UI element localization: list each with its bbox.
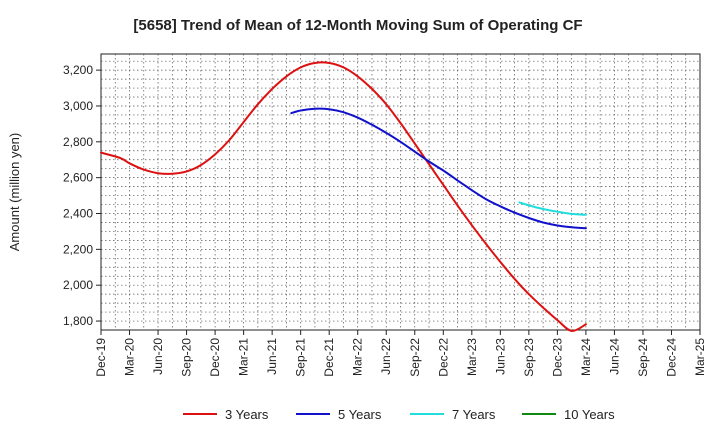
legend-label-10-years: 10 Years	[564, 407, 615, 422]
x-tick-label: Jun-21	[265, 338, 279, 375]
legend-label-3-years: 3 Years	[225, 407, 269, 422]
y-tick-label: 3,000	[63, 99, 93, 113]
series-line-3-years	[100, 61, 587, 332]
y-tick-label: 2,600	[63, 171, 93, 185]
x-tick-label: Mar-25	[693, 338, 707, 376]
legend-label-7-years: 7 Years	[452, 407, 496, 422]
series-line-5-years	[290, 107, 587, 230]
x-tick-label: Dec-21	[322, 338, 336, 377]
x-tick-label: Jun-20	[151, 338, 165, 375]
x-tick-label: Sep-23	[522, 338, 536, 377]
legend: 3 Years 5 Years 7 Years 10 Years	[183, 407, 615, 422]
x-axis-ticks: Dec-19 Mar-20 Jun-20 Sep-20 Dec-20 Mar-21 Jun-…	[94, 330, 707, 377]
x-tick-label: Dec-19	[94, 338, 108, 377]
chart-title: [5658] Trend of Mean of 12-Month Moving …	[133, 17, 582, 34]
y-tick-label: 1,800	[63, 314, 93, 328]
grid	[101, 54, 700, 330]
x-tick-label: Sep-21	[294, 338, 308, 377]
x-tick-label: Sep-24	[636, 338, 650, 377]
y-axis-label: Amount (million yen)	[7, 133, 22, 252]
x-tick-label: Dec-22	[436, 338, 450, 377]
x-tick-label: Dec-24	[664, 338, 678, 377]
x-tick-label: Mar-21	[237, 338, 251, 376]
x-tick-label: Mar-23	[465, 338, 479, 376]
y-tick-label: 2,000	[63, 278, 93, 292]
x-tick-label: Dec-20	[208, 338, 222, 377]
y-tick-label: 3,200	[63, 63, 93, 77]
y-axis-ticks: 1,800 2,000 2,200 2,400 2,600 2,800 3,000 3,200	[63, 63, 101, 328]
x-tick-label: Mar-20	[123, 338, 137, 376]
legend-label-5-years: 5 Years	[338, 407, 382, 422]
y-tick-label: 2,400	[63, 207, 93, 221]
y-tick-label: 2,800	[63, 135, 93, 149]
series-line-7-years	[518, 201, 587, 216]
y-tick-label: 2,200	[63, 242, 93, 256]
x-tick-label: Jun-22	[379, 338, 393, 375]
x-tick-label: Mar-24	[579, 338, 593, 376]
plot-frame	[100, 53, 701, 331]
x-tick-label: Sep-22	[408, 338, 422, 377]
x-tick-label: Dec-23	[550, 338, 564, 377]
x-tick-label: Mar-22	[351, 338, 365, 376]
x-tick-label: Jun-23	[493, 338, 507, 375]
x-tick-label: Jun-24	[607, 338, 621, 375]
x-tick-label: Sep-20	[180, 338, 194, 377]
series-lines	[100, 61, 587, 332]
